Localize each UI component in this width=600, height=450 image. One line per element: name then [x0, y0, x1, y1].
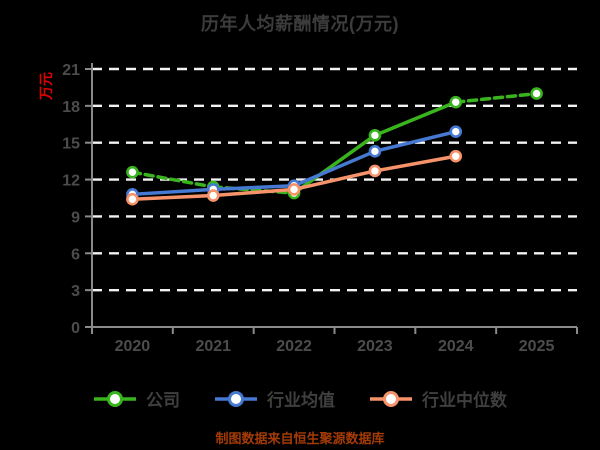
data-point-行业中位数	[449, 149, 463, 163]
legend-marker-industry-mean	[215, 390, 257, 407]
legend-item-industry-median[interactable]: 行业中位数	[369, 386, 507, 411]
series-segment-行业中位数	[130, 193, 215, 201]
data-point-公司	[126, 165, 139, 179]
data-point-公司	[368, 129, 382, 142]
x-tick-label: 2025	[519, 338, 555, 355]
legend-label-industry-mean: 行业均值	[267, 391, 335, 410]
x-tick-label: 2021	[195, 338, 231, 355]
series-segment-公司	[454, 91, 539, 104]
series-segment-公司	[373, 100, 458, 138]
chart-title: 历年人均薪酬情况(万元)	[201, 14, 399, 34]
data-point-行业中位数	[206, 189, 220, 202]
y-tick-label: 0	[71, 320, 80, 337]
legend-marker-company	[94, 390, 136, 407]
series-segment-行业均值	[211, 183, 296, 192]
series-segment-行业均值	[130, 187, 215, 197]
y-tick-label: 9	[71, 209, 80, 226]
legend-label-industry-median: 行业中位数	[422, 391, 507, 410]
legend-item-industry-mean[interactable]: 行业均值	[214, 386, 335, 411]
data-source-note: 制图数据来自恒生聚源数据库	[215, 431, 385, 446]
series-segment-行业均值	[292, 149, 377, 188]
series-segment-公司	[292, 133, 377, 195]
series-segment-公司	[130, 170, 215, 189]
series-segment-行业中位数	[292, 169, 377, 192]
data-point-公司	[449, 95, 463, 109]
y-tick-label: 15	[62, 136, 80, 153]
series-segment-行业均值	[373, 129, 458, 154]
y-tick-label: 3	[71, 283, 80, 300]
y-tick-label: 12	[62, 173, 80, 190]
data-point-行业中位数	[368, 164, 382, 178]
y-tick-label: 6	[71, 246, 80, 263]
x-tick-label: 2023	[357, 338, 393, 355]
legend-item-company[interactable]: 公司	[93, 386, 180, 411]
data-point-行业均值	[368, 145, 382, 158]
y-tick-label: 21	[62, 62, 80, 79]
data-point-行业均值	[449, 125, 463, 138]
series-segment-行业中位数	[211, 187, 296, 198]
data-point-行业中位数	[126, 192, 139, 206]
x-tick-label: 2020	[115, 338, 151, 355]
legend-label-company: 公司	[146, 391, 180, 410]
x-tick-label: 2022	[276, 338, 312, 355]
data-point-行业中位数	[287, 183, 301, 196]
legend: 公司 行业均值 行业中位数	[0, 386, 600, 411]
legend-marker-industry-median	[370, 390, 412, 407]
x-tick-label: 2024	[438, 338, 474, 355]
y-tick-label: 18	[62, 99, 80, 116]
data-point-公司	[530, 87, 543, 100]
series-segment-行业中位数	[373, 154, 458, 173]
